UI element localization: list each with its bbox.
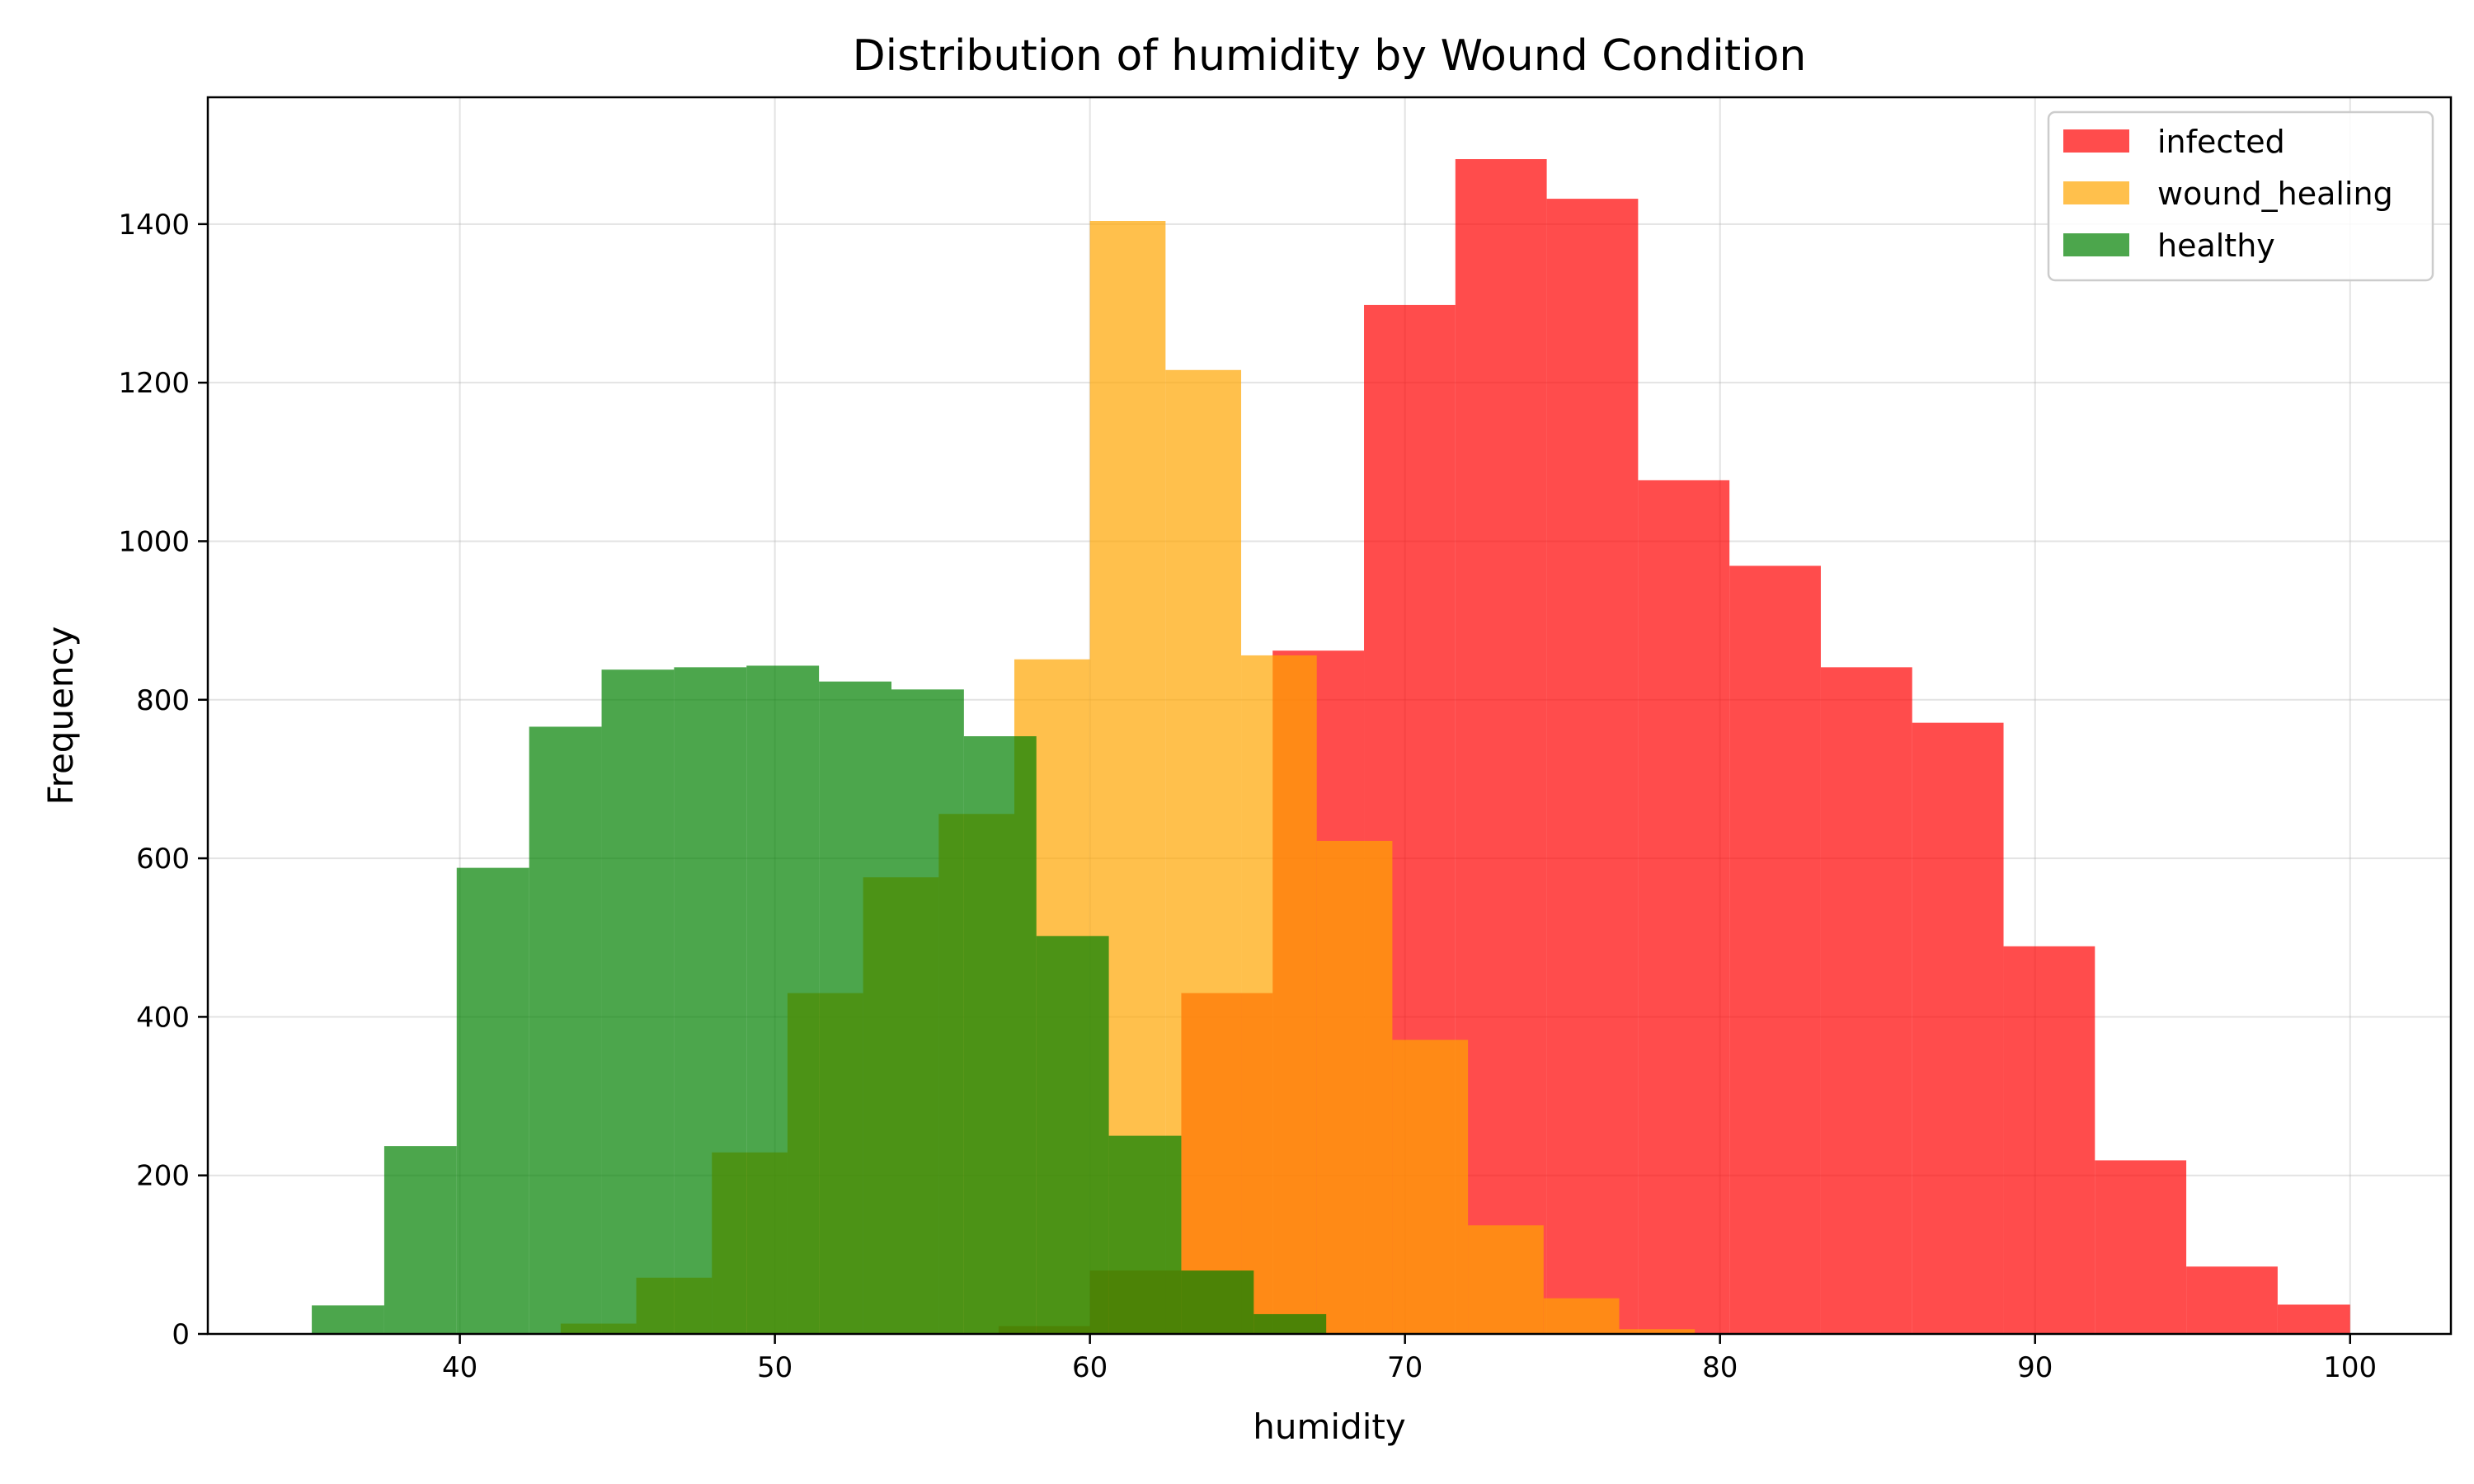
infected-bar — [2277, 1304, 2350, 1334]
healthy-bar — [1108, 1135, 1182, 1334]
y-tick-label: 400 — [136, 1001, 190, 1034]
legend-box — [2047, 110, 2434, 282]
y-tick-label: 800 — [136, 684, 190, 717]
x-tick-label: 40 — [442, 1351, 477, 1384]
y-tick-label: 200 — [136, 1160, 190, 1193]
legend-swatch-wound_healing — [2063, 181, 2129, 204]
legend-label-healthy: healthy — [2157, 228, 2275, 264]
plot-frame — [206, 96, 2453, 1336]
healthy-bar — [1036, 936, 1109, 1334]
healthy-bar — [601, 669, 675, 1334]
wound_healing-bar — [1543, 1298, 1620, 1334]
infected-bar — [2186, 1266, 2278, 1334]
y-tick-label: 1400 — [118, 209, 190, 242]
x-tick-label: 100 — [2323, 1351, 2377, 1384]
infected-bar — [1455, 159, 1547, 1334]
x-tick-label: 70 — [1387, 1351, 1423, 1384]
healthy-bar — [1181, 1270, 1254, 1334]
chart-title: Distribution of humidity by Wound Condit… — [853, 31, 1807, 81]
x-axis-ticks: 40 50 60 70 80 90 100 — [442, 1334, 2377, 1384]
wound_healing-bar — [1241, 655, 1317, 1334]
healthy-bar — [746, 665, 820, 1334]
legend-label-wound_healing: wound_healing — [2157, 176, 2393, 212]
infected-bar — [2003, 946, 2095, 1334]
y-axis-ticks: 0 200 400 600 800 1000 1200 1400 — [118, 209, 208, 1351]
healthy-bar — [819, 681, 891, 1334]
x-tick-label: 80 — [1702, 1351, 1738, 1384]
wound_healing-bar — [1392, 1040, 1469, 1334]
healthy-bar — [312, 1305, 384, 1334]
wound_healing-bar — [1316, 840, 1393, 1334]
y-tick-label: 1200 — [118, 367, 190, 400]
infected-bar — [1638, 480, 1730, 1334]
healthy-bar — [456, 867, 529, 1334]
healthy-bar — [383, 1146, 457, 1334]
infected-bar — [2095, 1160, 2187, 1334]
wound_healing-bar — [1468, 1225, 1544, 1334]
x-axis-label: humidity — [1253, 1407, 1405, 1447]
y-tick-label: 0 — [172, 1318, 190, 1351]
y-axis-label: Frequency — [40, 627, 81, 805]
x-tick-label: 90 — [2017, 1351, 2053, 1384]
healthy-bar — [529, 726, 602, 1334]
histogram-bars — [312, 159, 2350, 1335]
legend-label-infected: infected — [2157, 124, 2285, 160]
legend-swatch-infected — [2063, 129, 2129, 153]
healthy-bar — [963, 736, 1037, 1334]
infected-bar — [1729, 566, 1821, 1334]
legend-swatch-healthy — [2063, 233, 2129, 256]
wound_healing-bar — [1619, 1329, 1696, 1334]
y-tick-label: 600 — [136, 843, 190, 876]
healthy-bar — [1253, 1313, 1327, 1334]
healthy-bar — [674, 667, 747, 1334]
infected-bar — [1820, 667, 1912, 1334]
x-tick-label: 60 — [1072, 1351, 1108, 1384]
x-tick-label: 50 — [757, 1351, 793, 1384]
infected-bar — [1912, 722, 2004, 1334]
healthy-series — [312, 665, 1327, 1334]
infected-bar — [1546, 199, 1639, 1335]
healthy-bar — [891, 689, 964, 1334]
y-tick-label: 1000 — [118, 525, 190, 558]
